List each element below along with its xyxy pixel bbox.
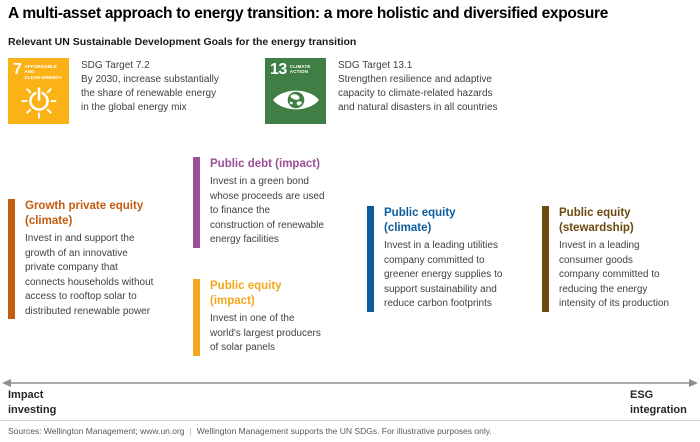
sdg-13-description: Strengthen resilience and adaptive capac… — [338, 74, 498, 113]
investment-heading: Public debt (impact) — [210, 158, 320, 170]
category-color-bar — [193, 279, 200, 356]
investment-growth-private-equity-climate: Growth private equity (climate) Invest i… — [8, 199, 183, 319]
sdg-7-name: AFFORDABLE AND CLEAN ENERGY — [24, 64, 63, 80]
investment-public-debt-impact: Public debt (impact) Invest in a green b… — [193, 157, 363, 248]
eye-globe-icon — [270, 77, 322, 122]
category-color-bar — [542, 206, 549, 312]
sdg-7-block: 7 AFFORDABLE AND CLEAN ENERGY — [8, 58, 219, 124]
investment-heading: Public equity (impact) — [210, 280, 282, 307]
sdg-7-target: SDG Target 7.2 — [81, 60, 150, 71]
category-color-bar — [193, 157, 200, 248]
sdg-7-badge-header: 7 AFFORDABLE AND CLEAN ENERGY — [13, 62, 65, 80]
investment-heading: Growth private equity (climate) — [25, 200, 144, 227]
sdg-13-number: 13 — [270, 61, 287, 78]
spectrum-axis-arrow — [2, 379, 698, 387]
sdg-7-badge: 7 AFFORDABLE AND CLEAN ENERGY — [8, 58, 69, 124]
footer-divider — [0, 420, 700, 421]
footer-sources: Sources: Wellington Management; www.un.o… — [8, 426, 185, 436]
sun-power-icon — [13, 80, 65, 122]
sdg-7-description: By 2030, increase substantially the shar… — [81, 74, 219, 113]
sdg-13-target: SDG Target 13.1 — [338, 60, 413, 71]
investment-content: Growth private equity (climate) Invest i… — [25, 199, 153, 319]
investment-content: Public debt (impact) Invest in a green b… — [210, 157, 325, 248]
sdg-13-name: CLIMATE ACTION — [289, 64, 311, 75]
investment-description: Invest in a leading consumer goods compa… — [559, 240, 670, 309]
investment-public-equity-stewardship: Public equity (stewardship) Invest in a … — [542, 206, 700, 312]
sdg-13-block: 13 CLIMATE ACTION SDG Target 13.1 Streng… — [265, 58, 498, 124]
investment-public-equity-impact: Public equity (impact) Invest in one of … — [193, 279, 363, 356]
axis-label-esg-integration: ESG integration — [630, 389, 687, 416]
category-color-bar — [8, 199, 15, 319]
footer-separator: | — [189, 426, 192, 436]
sdg-13-badge: 13 CLIMATE ACTION — [265, 58, 326, 124]
investment-content: Public equity (climate) Invest in a lead… — [384, 206, 502, 312]
sdg-7-number: 7 — [13, 61, 22, 78]
investment-description: Invest in a green bond whose proceeds ar… — [210, 176, 325, 245]
sdg-13-badge-header: 13 CLIMATE ACTION — [270, 61, 322, 78]
sdg-7-text: SDG Target 7.2 By 2030, increase substan… — [81, 58, 219, 124]
category-color-bar — [367, 206, 374, 312]
investment-description: Invest in one of the world's largest pro… — [210, 313, 321, 353]
investment-content: Public equity (impact) Invest in one of … — [210, 279, 321, 356]
sdg-13-text: SDG Target 13.1 Strengthen resilience an… — [338, 58, 498, 124]
footer-text: Sources: Wellington Management; www.un.o… — [8, 426, 492, 436]
investment-public-equity-climate: Public equity (climate) Invest in a lead… — [367, 206, 537, 312]
footer-note: Wellington Management supports the UN SD… — [196, 426, 492, 436]
sdg-section-heading: Relevant UN Sustainable Development Goal… — [8, 36, 357, 48]
investment-content: Public equity (stewardship) Invest in a … — [559, 206, 669, 312]
investment-description: Invest in a leading utilities company co… — [384, 240, 503, 309]
investment-heading: Public equity (climate) — [384, 207, 456, 234]
investment-description: Invest in and support the growth of an i… — [25, 233, 154, 317]
axis-label-impact-investing: Impact investing — [8, 389, 57, 416]
investment-heading: Public equity (stewardship) — [559, 207, 634, 234]
page-title: A multi-asset approach to energy transit… — [8, 5, 609, 22]
